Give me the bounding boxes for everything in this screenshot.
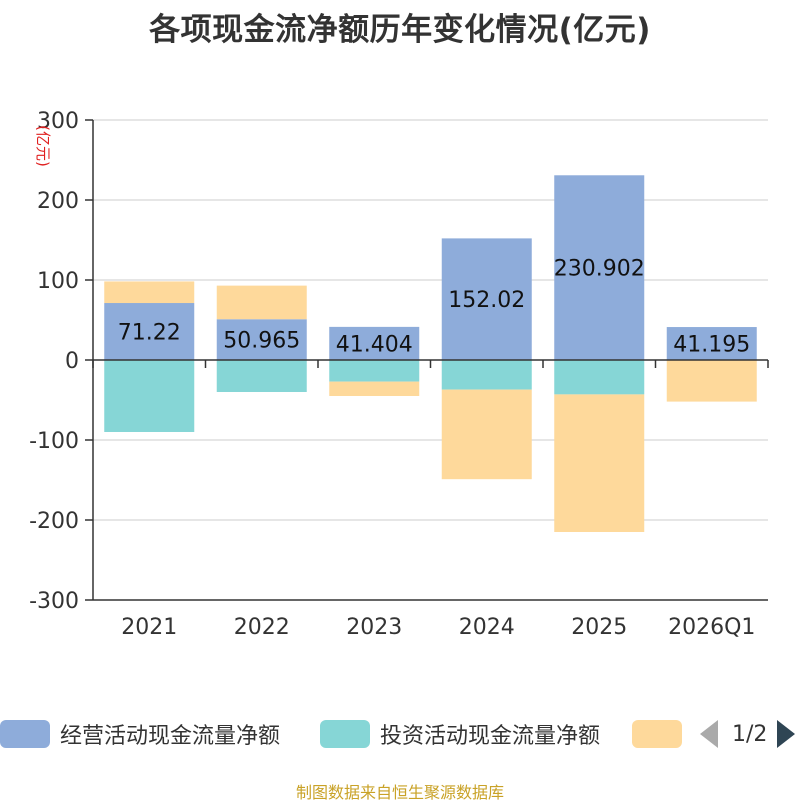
legend-swatch-financing <box>632 720 682 748</box>
data-source-note: 制图数据来自恒生聚源数据库 <box>295 783 504 802</box>
legend-label-operating: 经营活动现金流量净额 <box>60 724 281 749</box>
bar-operating-2024[interactable] <box>441 238 532 360</box>
legend-item-operating[interactable]: 经营活动现金流量净额 <box>0 714 280 754</box>
y-tick-label: 0 <box>65 349 79 374</box>
bar-operating-2026Q1[interactable] <box>666 327 757 360</box>
bar-financing-2023[interactable] <box>329 381 420 396</box>
x-tick-label: 2026Q1 <box>668 615 755 640</box>
bar-financing-2022[interactable] <box>216 285 307 320</box>
bar-financing-2021[interactable] <box>104 281 195 304</box>
legend-pager: 1/2 <box>700 714 796 754</box>
chart-canvas: -300 -200 -100 0 100 200 300(亿元) 2021 2022 2023 20… <box>29 109 769 640</box>
bar-investing-2023[interactable] <box>329 360 420 382</box>
bar-operating-2022[interactable] <box>216 319 307 360</box>
legend-label-investing: 投资活动现金流量净额 <box>380 724 601 749</box>
y-tick-label: -200 <box>29 509 79 534</box>
chart-title: 各项现金流净额历年变化情况(亿元) <box>149 12 651 48</box>
bar-operating-2023[interactable] <box>329 326 420 360</box>
data-label: 152.02 <box>448 288 525 313</box>
y-tick-label: 300 <box>37 109 79 134</box>
y-tick-label: -300 <box>29 589 79 614</box>
bar-financing-2026Q1[interactable] <box>666 360 757 402</box>
bar-investing-2025[interactable] <box>554 360 645 395</box>
x-tick-label: 2025 <box>571 615 627 640</box>
y-tick-label: 100 <box>37 269 79 294</box>
bar-investing-2022[interactable] <box>216 360 307 392</box>
x-tick-label: 2023 <box>346 615 402 640</box>
data-label: 230.902 <box>554 257 645 282</box>
legend-prev-icon[interactable] <box>700 720 718 748</box>
x-tick-label: 2024 <box>459 615 515 640</box>
bar-operating-2021[interactable] <box>104 303 195 360</box>
data-label: 41.404 <box>336 332 413 357</box>
legend: 经营活动现金流量净额 投资活动现金流量净额 1/2 <box>0 714 800 754</box>
y-tick-label: -100 <box>29 429 79 454</box>
data-label: 50.965 <box>223 329 300 354</box>
bar-investing-2021[interactable] <box>104 360 195 432</box>
bar-operating-2025[interactable] <box>554 175 645 360</box>
legend-item-financing[interactable] <box>632 714 692 754</box>
legend-swatch-investing <box>320 720 370 748</box>
bar-financing-2024[interactable] <box>441 389 532 480</box>
bar-investing-2024[interactable] <box>441 360 532 390</box>
legend-swatch-operating <box>0 720 50 748</box>
legend-next-icon[interactable] <box>777 720 796 748</box>
legend-page-indicator: 1/2 <box>732 721 768 747</box>
data-label: 71.22 <box>118 321 181 346</box>
data-label: 41.195 <box>673 333 750 358</box>
legend-item-investing[interactable]: 投资活动现金流量净额 <box>320 714 600 754</box>
y-axis-label: (亿元) <box>34 125 52 167</box>
bar-financing-2025[interactable] <box>554 394 645 532</box>
x-tick-label: 2022 <box>234 615 290 640</box>
x-tick-label: 2021 <box>121 615 177 640</box>
y-tick-label: 200 <box>37 189 79 214</box>
